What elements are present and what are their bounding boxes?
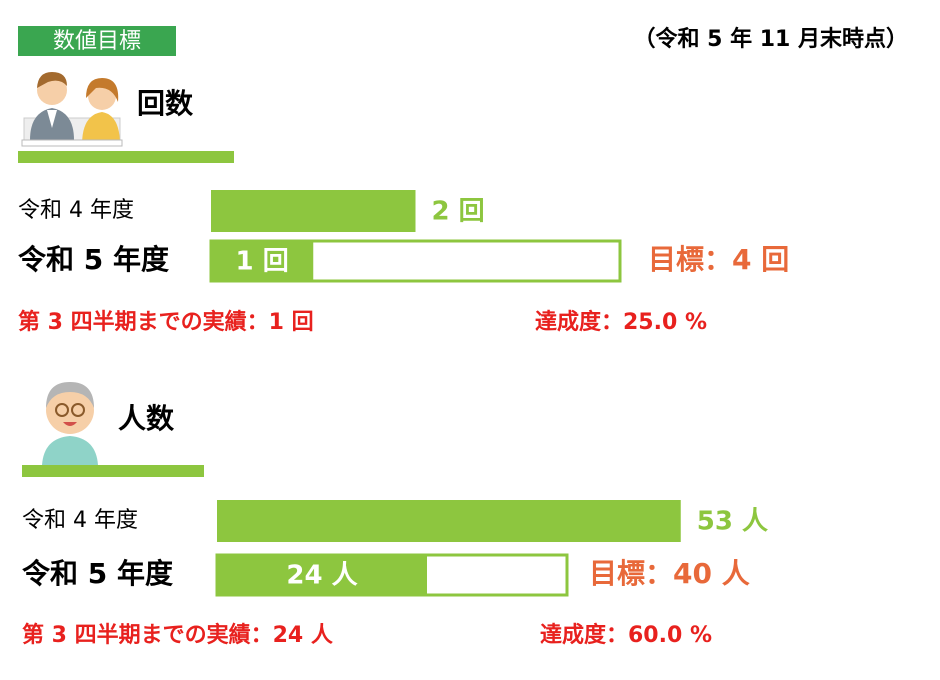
value-label: 53 人 [697, 507, 768, 537]
underline [22, 465, 204, 477]
progress-label: 第 3 四半期までの実績：24 人 [22, 622, 333, 648]
row-label: 令和 5 年度 [22, 557, 173, 590]
badge-bg [18, 26, 176, 56]
rate-label: 達成度：60.0 % [540, 622, 712, 648]
icon-person [42, 382, 98, 465]
target-label: 目標：4 回 [648, 243, 789, 276]
as-of: （令和 5 年 11 月末時点） [633, 26, 908, 52]
icon-meeting [21, 72, 123, 147]
rate-label: 達成度：25.0 % [535, 309, 707, 335]
bar [211, 190, 416, 232]
section-title: 人数 [118, 402, 175, 435]
row-label: 令和 5 年度 [18, 243, 169, 276]
bar [217, 500, 681, 542]
progress-label: 第 3 四半期までの実績：1 回 [18, 309, 314, 335]
row-label: 令和 4 年度 [18, 198, 134, 223]
bar [217, 555, 427, 595]
section-title: 回数 [137, 87, 194, 120]
badge: 数値目標 [53, 29, 141, 54]
value-label: 1 回 [236, 247, 289, 277]
value-label: 2 回 [432, 197, 485, 227]
row-label: 令和 4 年度 [22, 508, 138, 533]
underline [18, 151, 234, 163]
bar [211, 241, 314, 281]
value-label: 24 人 [286, 561, 357, 591]
target-label: 目標：40 人 [589, 557, 750, 590]
